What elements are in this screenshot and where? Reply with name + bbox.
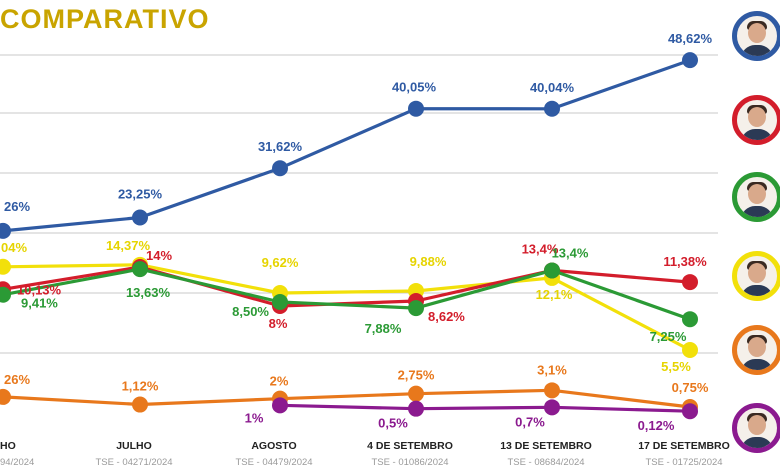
data-point-blue-5 <box>682 52 698 69</box>
data-label-yellow-5: 5,5% <box>661 359 691 374</box>
series-line-blue <box>2 58 691 233</box>
x-tick-label-2: AGOSTO <box>251 440 296 452</box>
candidate-photo-icon <box>732 11 780 61</box>
data-label-green-0: 9,41% <box>21 296 58 311</box>
data-label-orange-4: 3,1% <box>537 362 567 377</box>
data-point-blue-1 <box>132 209 148 226</box>
data-label-orange-3: 2,75% <box>398 368 435 383</box>
data-point-green-2 <box>272 294 288 310</box>
data-label-green-1: 13,63% <box>126 285 171 300</box>
data-label-red-2: 8% <box>269 316 288 331</box>
series-line-orange <box>2 388 691 409</box>
data-label-red-1: 14% <box>146 248 172 263</box>
data-label-red-4: 13,4% <box>522 241 559 256</box>
data-point-purple-2 <box>272 397 288 414</box>
x-tick-label-3: 4 DE SETEMBRO <box>367 440 453 452</box>
series-points <box>0 52 698 420</box>
series-lines <box>2 58 691 413</box>
data-point-blue-4 <box>544 100 560 117</box>
data-point-red-5 <box>682 274 698 291</box>
x-tick-registration-5: TSE - 01725/2024 <box>645 457 722 468</box>
data-point-green-1 <box>132 261 148 278</box>
data-label-orange-1: 1,12% <box>122 379 159 394</box>
data-label-orange-0: 26% <box>4 372 30 387</box>
data-label-red-5: 11,38% <box>663 254 707 269</box>
x-tick-registration-1: TSE - 04271/2024 <box>95 457 172 468</box>
series-line-yellow <box>2 263 691 352</box>
candidate-photo-icon <box>732 95 780 145</box>
data-point-orange-0 <box>0 388 11 405</box>
data-point-green-3 <box>408 300 424 317</box>
data-label-yellow-4: 12,1% <box>536 287 573 302</box>
data-label-orange-2: 2% <box>270 374 289 389</box>
x-axis-labels: HO 94/2024 JULHO TSE - 04271/2024 AGOSTO TSE … <box>0 440 730 468</box>
data-label-red-3: 8,62% <box>428 309 465 324</box>
data-label-yellow-2: 9,62% <box>262 255 299 270</box>
data-point-blue-3 <box>408 100 424 117</box>
x-tick-label-4: 13 DE SETEMBRO <box>500 440 592 452</box>
x-tick-label-1: JULHO <box>116 440 152 452</box>
data-label-green-3: 7,88% <box>365 321 402 336</box>
data-point-purple-4 <box>544 399 560 416</box>
data-point-green-0 <box>0 286 11 303</box>
data-label-orange-5: 0,75% <box>672 380 709 395</box>
data-point-green-4 <box>544 262 560 279</box>
x-tick-label-0: HO <box>0 440 16 452</box>
data-label-purple-5: 0,12% <box>638 418 675 433</box>
data-label-blue-5: 48,62% <box>668 31 713 46</box>
x-tick-label-5: 17 DE SETEMBRO <box>638 440 730 452</box>
series-line-green <box>2 267 691 321</box>
x-tick-registration-0: 94/2024 <box>0 457 34 468</box>
data-point-yellow-5 <box>682 342 698 358</box>
data-label-blue-1: 23,25% <box>118 187 163 202</box>
data-label-green-2: 8,50% <box>232 304 269 319</box>
data-label-blue-2: 31,62% <box>258 139 303 154</box>
data-point-orange-1 <box>132 396 148 413</box>
data-point-blue-0 <box>0 222 11 239</box>
data-label-blue-4: 40,04% <box>530 80 575 95</box>
x-tick-registration-4: TSE - 08684/2024 <box>507 457 584 468</box>
candidate-photo-icon <box>732 403 780 453</box>
data-label-blue-3: 40,05% <box>392 80 437 95</box>
data-label-yellow-0: 04% <box>1 240 27 255</box>
data-point-blue-2 <box>272 160 288 177</box>
data-label-blue-0: 26% <box>4 199 30 214</box>
x-tick-registration-3: TSE - 01086/2024 <box>371 457 448 468</box>
candidate-photo-icon <box>732 172 780 222</box>
candidate-photo-icon <box>732 325 780 375</box>
data-point-yellow-0 <box>0 258 11 275</box>
data-labels: 26% 23,25% 31,62% 40,05% 40,04% 48,62% 04% 14,3… <box>1 31 712 433</box>
x-tick-registration-2: TSE - 04479/2024 <box>235 457 312 468</box>
data-label-yellow-1: 14,37% <box>106 238 151 253</box>
data-label-yellow-3: 9,88% <box>410 254 447 269</box>
data-point-purple-5 <box>682 403 698 420</box>
data-label-red-0: 10,13% <box>17 282 62 297</box>
series-line-purple <box>279 403 691 413</box>
chart-title: COMPARATIVO <box>0 4 210 34</box>
data-point-green-5 <box>682 311 698 328</box>
data-point-purple-3 <box>408 400 424 417</box>
data-point-orange-3 <box>408 385 424 402</box>
data-label-purple-3: 0,5% <box>378 416 408 431</box>
data-label-purple-2: 1% <box>245 410 264 425</box>
series-line-red <box>2 265 691 308</box>
data-point-orange-4 <box>544 382 560 399</box>
data-label-green-5: 7,25% <box>650 329 687 344</box>
gridlines <box>0 54 718 354</box>
data-label-green-4: 13,4% <box>552 245 589 260</box>
candidate-photo-icon <box>732 251 780 301</box>
data-label-purple-4: 0,7% <box>515 414 545 429</box>
